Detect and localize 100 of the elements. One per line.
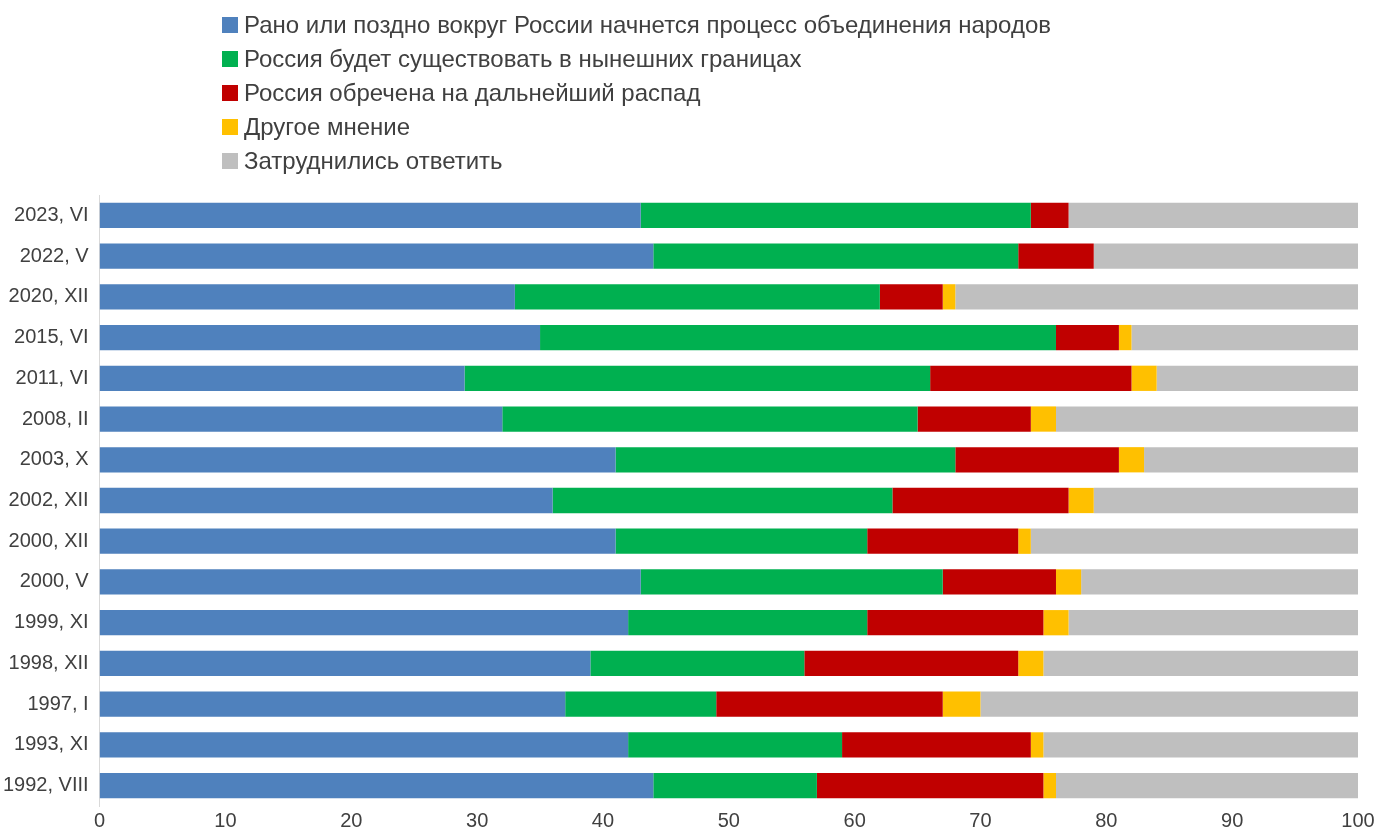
bar <box>99 447 616 473</box>
x-tick-label: 60 <box>843 808 866 831</box>
bar <box>615 528 868 554</box>
bar <box>816 773 1044 799</box>
x-tick-label: 50 <box>717 808 740 831</box>
bar <box>980 691 1358 717</box>
bar <box>842 732 1031 758</box>
bar <box>930 365 1132 391</box>
bar <box>879 284 943 310</box>
bar <box>1081 569 1358 595</box>
bar <box>628 610 868 636</box>
bar <box>99 406 503 432</box>
bar <box>942 691 981 717</box>
bar <box>1118 324 1132 351</box>
bar <box>99 365 465 391</box>
x-tick-label: 10 <box>214 808 237 831</box>
bar <box>892 487 1069 514</box>
bar <box>628 732 843 758</box>
bar <box>99 202 641 228</box>
bar <box>653 773 817 799</box>
bar <box>540 324 1056 351</box>
y-tick-label: 2020, XII <box>8 284 89 307</box>
bar <box>590 650 805 677</box>
bar <box>1018 650 1044 677</box>
x-tick-label: 30 <box>466 808 489 831</box>
bar <box>1118 447 1145 473</box>
bar <box>1030 732 1044 758</box>
bar <box>99 691 566 717</box>
bar <box>514 284 880 310</box>
x-tick-label: 80 <box>1095 808 1118 831</box>
legend-label: Рано или поздно вокруг России начнется процесс объединения народов <box>244 11 1052 39</box>
bar <box>565 691 717 717</box>
bar <box>1093 487 1358 514</box>
bar <box>99 732 629 758</box>
bar <box>1043 773 1056 799</box>
bar <box>1144 447 1358 473</box>
bar <box>716 691 943 717</box>
bar <box>1068 487 1094 514</box>
bar <box>99 610 629 636</box>
bar <box>640 202 1031 228</box>
bar <box>1093 243 1358 269</box>
bar <box>99 487 553 514</box>
bar <box>955 447 1119 473</box>
bar <box>1030 202 1069 228</box>
bar <box>955 284 1358 310</box>
x-tick-label: 20 <box>340 808 363 831</box>
bar <box>1030 406 1056 432</box>
y-tick-label: 2011, VI <box>15 365 89 388</box>
bar <box>1043 650 1358 677</box>
bar <box>804 650 1019 677</box>
bar <box>1043 610 1069 636</box>
y-tick-label: 2000, XII <box>8 528 89 551</box>
bar <box>1018 528 1031 554</box>
bar <box>99 650 591 677</box>
bar <box>99 528 616 554</box>
bar <box>1068 610 1358 636</box>
bar <box>942 284 956 310</box>
bar <box>640 569 943 595</box>
y-tick-label: 2000, V <box>19 569 90 592</box>
bar <box>502 406 918 432</box>
y-tick-label: 2003, X <box>19 447 89 470</box>
bar <box>99 773 654 799</box>
bar <box>1030 528 1358 554</box>
bar <box>1055 406 1358 432</box>
y-tick-label: 2023, VI <box>14 202 89 225</box>
bar <box>1131 365 1157 391</box>
bar <box>1043 732 1358 758</box>
bar <box>552 487 893 514</box>
legend-label: Затруднились ответить <box>244 147 503 175</box>
legend-label: Россия будет существовать в нынешних границах <box>244 45 802 73</box>
y-tick-label: 1998, XII <box>8 650 89 673</box>
bar <box>917 406 1031 432</box>
bar <box>1018 243 1094 269</box>
bar <box>867 610 1044 636</box>
x-tick-label: 0 <box>94 808 106 831</box>
bar <box>1068 202 1358 228</box>
bar <box>99 284 515 310</box>
y-tick-label: 2022, V <box>19 243 90 266</box>
bar <box>1055 324 1119 351</box>
bar <box>99 569 641 595</box>
x-tick-label: 90 <box>1221 808 1244 831</box>
bar <box>1156 365 1358 391</box>
legend-label: Другое мнение <box>244 113 411 141</box>
legend-label: Россия обречена на дальнейший распад <box>244 79 701 107</box>
y-tick-label: 1997, I <box>27 691 89 714</box>
y-tick-label: 1992, VIII <box>2 773 89 796</box>
y-tick-label: 2002, XII <box>8 488 89 511</box>
bar <box>653 243 1019 269</box>
y-tick-label: 2008, II <box>21 406 89 429</box>
bar <box>1131 324 1358 351</box>
bar <box>464 365 931 391</box>
bar <box>99 324 541 351</box>
y-tick-label: 2015, VI <box>14 325 89 348</box>
y-tick-label: 1993, XI <box>14 732 89 755</box>
x-tick-label: 40 <box>591 808 615 831</box>
bar <box>1055 569 1082 595</box>
bar <box>615 447 956 473</box>
bar <box>99 243 654 269</box>
y-tick-label: 1999, XI <box>14 610 89 633</box>
bar <box>867 528 1019 554</box>
